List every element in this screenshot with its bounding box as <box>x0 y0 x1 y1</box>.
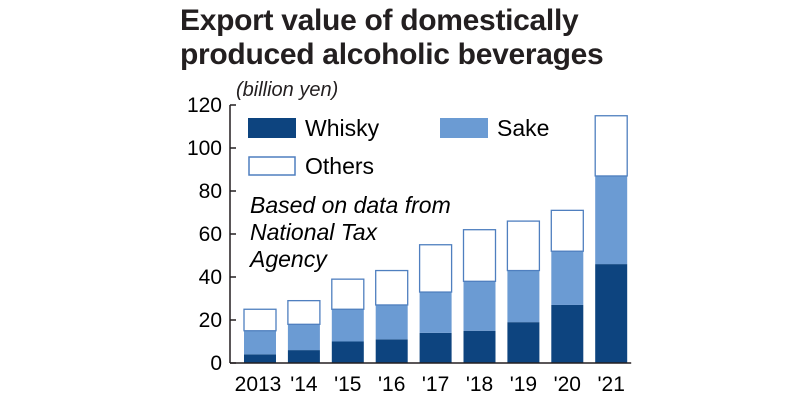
x-tick-label: '16 <box>378 373 405 396</box>
legend-swatch-sake <box>440 118 488 138</box>
bar-stack <box>506 220 541 363</box>
bar-stack <box>287 299 321 363</box>
x-tick-label: '19 <box>510 373 537 396</box>
bar-segment-sake <box>244 330 276 355</box>
bar-segment-whisky <box>375 339 408 363</box>
x-tick-label: '15 <box>334 373 361 396</box>
source-note-line-3: Agency <box>248 246 328 272</box>
bar-segment-others <box>243 308 277 332</box>
source-note-line-2: National Tax <box>250 219 379 245</box>
bar-segment-whisky <box>551 304 584 363</box>
bar-segment-others <box>594 115 628 177</box>
bar-stack <box>418 244 453 363</box>
bar-segment-others <box>550 209 584 252</box>
chart-title-line-2: produced alcoholic beverages <box>180 38 604 71</box>
y-axis: 0 20 40 60 80 100 120 <box>187 94 236 375</box>
x-axis: 2013 '14 '15 '16 '17 '18 '19 '20 '21 <box>230 362 632 396</box>
bar-stacks <box>243 115 628 363</box>
bar-segment-sake <box>375 304 408 340</box>
bar-segment-sake <box>419 292 452 333</box>
bar-segment-whisky <box>463 330 496 363</box>
y-tick-label: 60 <box>199 223 222 246</box>
source-note-line-1: Based on data from <box>250 192 451 218</box>
legend: Whisky Sake Others <box>248 115 549 179</box>
bar-segment-whisky <box>595 264 628 363</box>
legend-label-others: Others <box>305 153 374 179</box>
legend-label-sake: Sake <box>497 115 549 141</box>
chart-title: Export value of domestically produced al… <box>180 4 780 72</box>
legend-label-whisky: Whisky <box>305 115 380 141</box>
bar-segment-sake <box>287 324 320 351</box>
bar-segment-sake <box>507 270 540 323</box>
bar-segment-whisky <box>331 341 364 363</box>
x-tick-label: 2013 <box>235 373 282 396</box>
bar-segment-sake <box>551 251 584 305</box>
x-tick-label: '14 <box>290 373 318 396</box>
bar-stack <box>462 229 497 363</box>
legend-swatch-others <box>248 156 296 176</box>
chart-title-line-1: Export value of domestically <box>180 4 579 37</box>
bar-segment-whisky <box>507 322 540 363</box>
y-tick-label: 100 <box>187 137 222 160</box>
bar-segment-others <box>331 278 365 310</box>
x-tick-label: '18 <box>466 373 493 396</box>
bar-stack <box>243 308 277 363</box>
y-tick-label: 80 <box>199 180 222 203</box>
bar-stack <box>550 209 584 363</box>
bar-segment-sake <box>595 175 628 265</box>
bar-segment-others <box>462 229 497 282</box>
x-tick-label: '20 <box>554 373 581 396</box>
bar-segment-whisky <box>244 354 276 363</box>
bar-segment-whisky <box>419 332 452 363</box>
y-tick-label: 0 <box>210 352 222 375</box>
source-note: Based on data from National Tax Agency <box>248 192 451 272</box>
legend-swatch-whisky <box>248 118 296 138</box>
bar-stack <box>375 269 409 363</box>
bar-segment-sake <box>331 309 364 342</box>
bar-segment-others <box>506 220 541 272</box>
x-tick-label: '17 <box>422 373 449 396</box>
bar-segment-whisky <box>287 350 320 363</box>
bar-stack <box>594 115 628 363</box>
x-tick-label: '21 <box>598 373 625 396</box>
y-tick-label: 20 <box>199 309 222 332</box>
y-tick-label: 40 <box>199 266 222 289</box>
y-axis-unit-label: (billion yen) <box>236 79 338 101</box>
bar-segment-others <box>418 244 453 293</box>
y-tick-label: 120 <box>187 94 222 117</box>
bar-segment-others <box>375 269 409 306</box>
bar-stack <box>331 278 365 363</box>
bar-segment-sake <box>463 281 496 331</box>
bar-segment-others <box>287 299 321 325</box>
